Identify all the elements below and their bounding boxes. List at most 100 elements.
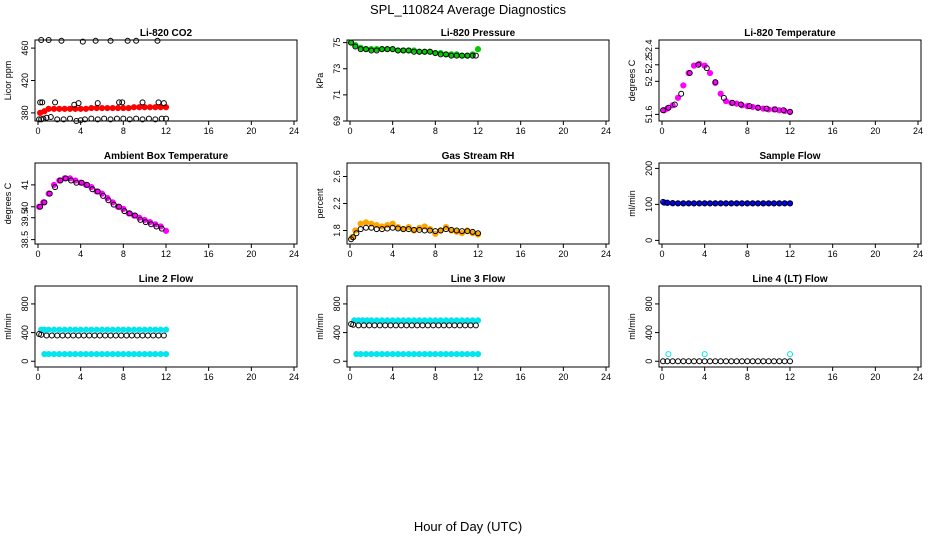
data-point: [61, 326, 68, 333]
data-point: [430, 322, 437, 329]
data-point: [448, 350, 455, 358]
data-point: [435, 322, 442, 329]
data-point: [104, 326, 111, 333]
panel-title: Line 3 Flow: [451, 274, 506, 285]
data-point: [121, 208, 128, 215]
y-tick-label: 400: [332, 325, 342, 340]
data-point: [50, 105, 58, 112]
chart-panel-2: Li-820 Pressure kPa 0 4 8 12 16 20 24 69 71 73 75: [315, 28, 611, 136]
data-point: [695, 61, 702, 68]
data-point: [419, 322, 426, 329]
data-point: [98, 326, 106, 333]
data-point: [362, 219, 370, 226]
data-point: [105, 197, 112, 204]
y-axis-label: degrees C: [3, 182, 13, 224]
data-point: [469, 350, 476, 358]
x-tick-label: 16: [204, 126, 214, 136]
data-point: [107, 332, 114, 339]
data-point: [355, 322, 362, 329]
data-point: [79, 38, 86, 45]
data-point: [357, 226, 364, 233]
chart-panel-9: Line 4 (LT) Flow ml/min 0 4 8 12 16 20 24 0 400 800: [627, 274, 923, 382]
data-point: [432, 350, 439, 358]
data-point: [458, 350, 466, 358]
series-2: [660, 198, 793, 207]
data-point: [130, 350, 138, 358]
data-point: [43, 332, 50, 339]
data-point: [357, 350, 364, 358]
x-tick-label: 20: [246, 372, 256, 382]
panel-title: Li-820 Temperature: [744, 28, 836, 39]
data-point: [152, 116, 159, 123]
data-point: [371, 322, 378, 329]
data-point: [678, 90, 685, 97]
x-tick-label: 0: [347, 372, 352, 382]
data-point: [88, 115, 95, 122]
y-axis-label: Licor ppm: [3, 61, 13, 101]
data-point: [717, 90, 724, 97]
data-point: [152, 326, 159, 333]
data-point: [426, 317, 434, 324]
data-point: [669, 358, 676, 365]
y-axis-label: degrees C: [627, 59, 637, 101]
y-tick-label: 2.6: [332, 170, 342, 183]
data-point: [376, 322, 383, 329]
series-2: [36, 37, 169, 124]
y-tick-label: 0: [332, 359, 342, 364]
data-point: [93, 104, 100, 112]
data-point: [45, 326, 52, 333]
data-point: [133, 37, 140, 44]
data-point: [93, 326, 100, 333]
data-point: [360, 322, 367, 329]
data-point: [114, 350, 122, 358]
data-point: [755, 358, 761, 365]
data-point: [378, 317, 386, 324]
data-point: [141, 326, 148, 333]
data-point: [148, 221, 155, 228]
data-point: [712, 79, 719, 86]
data-point: [771, 358, 777, 365]
data-point: [442, 350, 450, 358]
data-point: [114, 104, 122, 112]
y-tick-label: 52.2: [644, 56, 654, 74]
x-tick-label: 8: [433, 372, 438, 382]
y-tick-label: 420: [20, 73, 30, 88]
data-point: [691, 358, 697, 365]
x-tick-label: 12: [473, 372, 483, 382]
x-tick-label: 12: [473, 126, 483, 136]
data-point: [77, 326, 84, 333]
data-point: [384, 317, 391, 324]
x-tick-label: 8: [121, 372, 126, 382]
data-point: [126, 116, 133, 123]
data-point: [456, 322, 463, 329]
data-point: [120, 326, 127, 333]
data-point: [462, 322, 469, 329]
data-point: [139, 99, 146, 106]
data-point: [155, 99, 162, 106]
data-point: [139, 116, 146, 123]
data-point: [37, 203, 44, 210]
data-point: [781, 358, 788, 365]
x-tick-label: 16: [828, 372, 838, 382]
y-tick-label: 380: [20, 105, 30, 120]
data-point: [94, 188, 101, 195]
data-point: [54, 116, 61, 123]
data-point: [680, 82, 687, 89]
data-point: [368, 224, 375, 231]
data-point: [660, 198, 667, 205]
x-tick-label: 16: [516, 126, 526, 136]
panel-title: Gas Stream RH: [442, 151, 515, 162]
data-point: [437, 317, 444, 324]
x-tick-label: 24: [601, 249, 611, 259]
data-point: [96, 332, 103, 339]
x-tick-label: 16: [204, 249, 214, 259]
y-tick-label: 39.5: [20, 209, 30, 227]
data-point: [89, 186, 96, 193]
y-tick-label: 69: [332, 116, 342, 126]
data-point: [52, 184, 59, 191]
data-point: [475, 230, 481, 237]
data-point: [763, 105, 770, 112]
data-point: [66, 326, 74, 333]
data-point: [787, 200, 793, 207]
data-point: [458, 317, 466, 324]
